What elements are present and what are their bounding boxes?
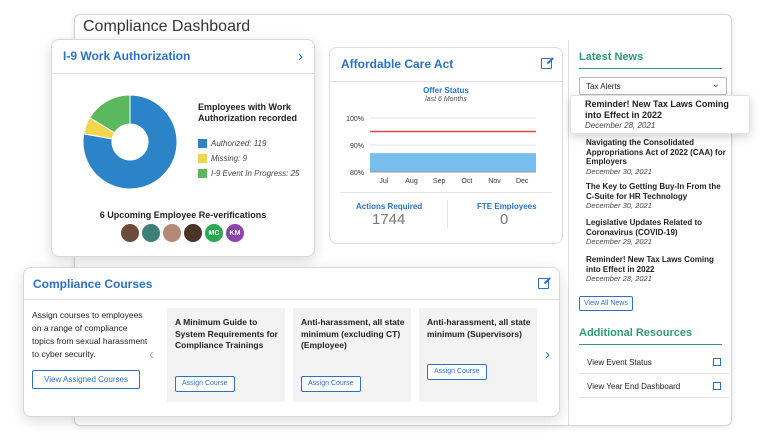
news-date: December 28, 2021 bbox=[586, 274, 652, 283]
resource-link-label: View Event Status bbox=[587, 358, 652, 367]
resource-link-event-status[interactable]: View Event Status bbox=[579, 352, 729, 374]
legend-swatch bbox=[198, 169, 207, 178]
chart-subtitle: last 6 Months bbox=[425, 96, 467, 103]
chevron-right-icon[interactable]: › bbox=[545, 346, 550, 363]
news-filter-value: Tax Alerts bbox=[586, 82, 621, 91]
avatar[interactable] bbox=[163, 224, 181, 242]
courses-card-header: Compliance Courses bbox=[24, 268, 559, 300]
avatar[interactable]: KM bbox=[226, 224, 244, 242]
legend-swatch bbox=[198, 139, 207, 148]
course-title: Anti-harassment, all state minimum (Supe… bbox=[427, 317, 531, 339]
x-tick-label: Aug bbox=[405, 178, 418, 185]
course-title: A Minimum Guide to System Requirements f… bbox=[175, 317, 278, 350]
avatar[interactable]: MC bbox=[205, 224, 223, 242]
actions-required-label: Actions Required bbox=[356, 202, 423, 211]
news-headline: The Key to Getting Buy-In From the C-Sui… bbox=[586, 182, 721, 201]
y-tick-label: 90% bbox=[350, 143, 364, 150]
actions-required-value: 1744 bbox=[372, 211, 406, 228]
assign-course-button[interactable]: Assign Course bbox=[427, 364, 487, 380]
news-headline: Reminder! New Tax Laws Coming into Effec… bbox=[585, 99, 729, 120]
avatar[interactable] bbox=[121, 224, 139, 242]
avatar[interactable] bbox=[142, 224, 160, 242]
reverifications-heading: 6 Upcoming Employee Re-verifications bbox=[99, 210, 267, 220]
latest-news-panel: Latest News Tax Alerts ⌄ Navigating the … bbox=[568, 40, 730, 425]
news-headline: Reminder! New Tax Laws Coming into Effec… bbox=[586, 255, 714, 274]
x-tick-label: Nov bbox=[488, 178, 501, 185]
resources-divider bbox=[579, 344, 722, 345]
course-card: A Minimum Guide to System Requirements f… bbox=[167, 308, 285, 402]
legend-item: Authorized: 119 bbox=[198, 139, 266, 148]
chevron-left-icon[interactable]: ‹ bbox=[149, 346, 154, 363]
aca-card-header: Affordable Care Act bbox=[330, 48, 562, 82]
additional-resources-title: Additional Resources bbox=[579, 327, 693, 339]
x-tick-label: Oct bbox=[461, 178, 472, 185]
page-title: Compliance Dashboard bbox=[83, 18, 251, 35]
i9-donut-chart bbox=[82, 94, 178, 190]
news-date: December 30, 2021 bbox=[586, 166, 652, 176]
donut-slice bbox=[82, 94, 178, 190]
x-tick-label: Dec bbox=[516, 178, 529, 185]
i9-card-header[interactable]: I-9 Work Authorization › bbox=[52, 40, 314, 74]
chevron-down-icon: ⌄ bbox=[711, 79, 720, 90]
view-all-news-button[interactable]: View All News bbox=[579, 296, 633, 311]
compliance-courses-card: Compliance Courses Assign courses to emp… bbox=[23, 267, 560, 417]
legend-label: I-9 Event In Progress: 25 bbox=[211, 169, 300, 178]
chart-title: Offer Status bbox=[423, 86, 469, 95]
courses-title: Compliance Courses bbox=[33, 277, 153, 291]
news-divider bbox=[579, 68, 722, 69]
news-item[interactable]: Reminder! New Tax Laws Coming into Effec… bbox=[586, 255, 728, 284]
legend-title: Employees with Work Authorization record… bbox=[198, 102, 298, 123]
aca-card: Affordable Care Act Offer Status last 6 … bbox=[329, 47, 563, 244]
fte-employees-value: 0 bbox=[500, 211, 509, 228]
legend-item: I-9 Event In Progress: 25 bbox=[198, 169, 300, 178]
news-item-highlighted[interactable]: Reminder! New Tax Laws Coming into Effec… bbox=[570, 95, 750, 134]
external-link-icon bbox=[713, 358, 721, 366]
course-title: Anti-harassment, all state minimum (excl… bbox=[301, 317, 405, 350]
course-card: Anti-harassment, all state minimum (Supe… bbox=[419, 308, 537, 402]
donut-slice bbox=[89, 94, 131, 134]
news-date: December 30, 2021 bbox=[586, 201, 652, 210]
avatar[interactable] bbox=[184, 224, 202, 242]
course-card: Anti-harassment, all state minimum (excl… bbox=[293, 308, 411, 402]
y-tick-label: 100% bbox=[346, 116, 364, 123]
aca-title: Affordable Care Act bbox=[341, 57, 454, 71]
news-date: December 28, 2021 bbox=[585, 121, 656, 130]
stat-separator bbox=[447, 200, 448, 228]
external-link-icon bbox=[713, 382, 721, 390]
legend-label: Missing: 9 bbox=[211, 154, 248, 163]
legend-label: Authorized: 119 bbox=[211, 139, 267, 148]
y-tick-label: 80% bbox=[350, 170, 364, 177]
news-filter-select[interactable]: Tax Alerts ⌄ bbox=[579, 77, 727, 95]
edit-icon[interactable] bbox=[541, 58, 552, 69]
news-item[interactable]: Navigating the Consolidated Appropriatio… bbox=[586, 138, 728, 177]
avatar-list: MC KM bbox=[121, 224, 244, 242]
legend-item: Missing: 9 bbox=[198, 154, 247, 163]
legend-swatch bbox=[198, 154, 207, 163]
area-series bbox=[370, 153, 536, 172]
courses-description: Assign courses to employees on a range o… bbox=[32, 310, 148, 359]
resource-link-year-end[interactable]: View Year End Dashboard bbox=[579, 376, 729, 398]
assign-course-button[interactable]: Assign Course bbox=[175, 376, 235, 392]
resource-link-label: View Year End Dashboard bbox=[587, 382, 681, 391]
offer-status-chart: 100% 90% 80% Jul Aug Sep Oct Nov Dec bbox=[346, 116, 536, 185]
fte-employees-label: FTE Employees bbox=[477, 202, 537, 211]
assign-course-button[interactable]: Assign Course bbox=[301, 376, 361, 392]
news-headline: Navigating the Consolidated Appropriatio… bbox=[586, 138, 726, 166]
edit-icon[interactable] bbox=[538, 278, 549, 289]
latest-news-title: Latest News bbox=[579, 51, 644, 63]
news-date: December 29, 2021 bbox=[586, 237, 652, 246]
chevron-right-icon[interactable]: › bbox=[298, 48, 303, 65]
x-tick-label: Sep bbox=[433, 178, 446, 185]
news-item[interactable]: The Key to Getting Buy-In From the C-Sui… bbox=[586, 182, 728, 211]
i9-card: I-9 Work Authorization › Employees with … bbox=[51, 39, 315, 257]
aca-divider bbox=[340, 192, 552, 193]
i9-title: I-9 Work Authorization bbox=[63, 49, 191, 63]
x-tick-label: Jul bbox=[379, 178, 388, 185]
news-headline: Legislative Updates Related to Coronavir… bbox=[586, 218, 703, 237]
view-assigned-courses-button[interactable]: View Assigned Courses bbox=[32, 370, 140, 389]
news-item[interactable]: Legislative Updates Related to Coronavir… bbox=[586, 218, 728, 247]
